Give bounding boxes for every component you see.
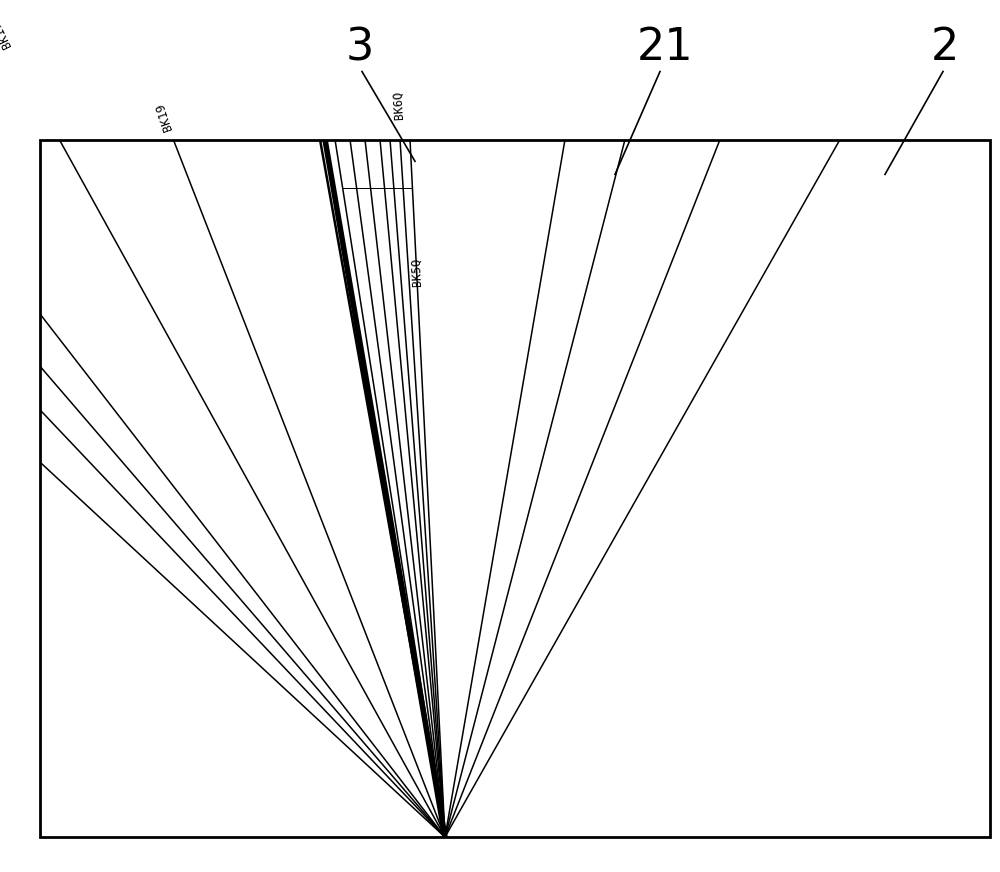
Text: 21: 21: [637, 26, 693, 70]
Text: 3: 3: [346, 26, 374, 70]
Text: 2: 2: [931, 26, 959, 70]
Text: BK5Q: BK5Q: [410, 257, 424, 287]
Text: BK17Q: BK17Q: [0, 12, 13, 51]
Text: BK19: BK19: [153, 100, 175, 132]
Bar: [40, 140, 990, 837]
Text: BK6Q: BK6Q: [390, 90, 405, 119]
